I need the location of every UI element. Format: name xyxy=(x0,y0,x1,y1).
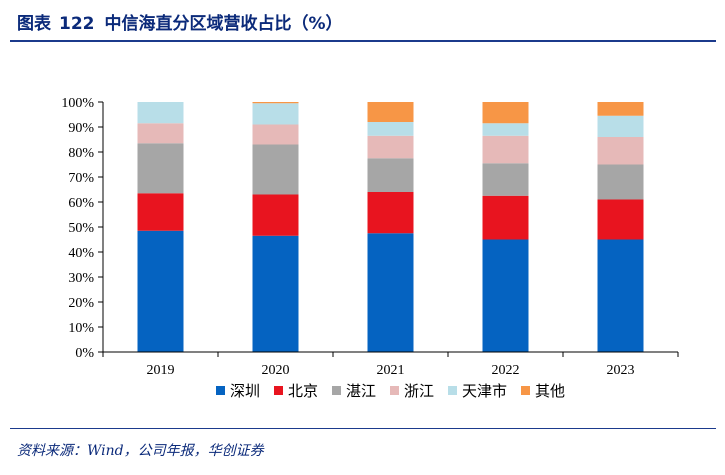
legend-item: 湛江 xyxy=(331,382,376,400)
legend-swatch xyxy=(331,386,341,395)
bar-segment-2020-0 xyxy=(252,235,299,352)
bar-segment-2021-0 xyxy=(367,233,414,352)
y-tick-label: 60% xyxy=(68,196,94,211)
legend-item: 浙江 xyxy=(389,382,434,400)
y-tick-label: 20% xyxy=(68,296,94,311)
bar-segment-2022-5 xyxy=(482,102,529,124)
header-rule xyxy=(10,40,716,42)
legend-item: 天津市 xyxy=(448,382,507,400)
legend-label: 深圳 xyxy=(230,382,260,400)
footer-rule xyxy=(10,428,716,429)
legend-item: 其他 xyxy=(521,382,565,400)
y-tick-label: 70% xyxy=(68,171,94,186)
bar-segment-2022-0 xyxy=(482,239,529,352)
bars-group xyxy=(137,102,644,352)
bar-segment-2019-2 xyxy=(137,143,184,194)
figure-number: 122 xyxy=(59,14,95,34)
y-tick-label: 30% xyxy=(68,271,94,286)
axes-group: 0% 10% 20% 30% 40% 50% 60% 70% 80% 90% 100% 2019 202… xyxy=(61,96,679,378)
bar-segment-2023-4 xyxy=(597,115,644,137)
bar-segment-2021-3 xyxy=(367,135,414,159)
bar-segment-2019-0 xyxy=(137,230,184,352)
y-tick-label: 90% xyxy=(68,121,94,136)
x-tick-label: 2021 xyxy=(377,363,405,378)
legend-swatch xyxy=(215,386,225,395)
bar-segment-2019-3 xyxy=(137,123,184,144)
figure-label: 图表 xyxy=(17,14,51,34)
legend-swatch xyxy=(273,386,283,395)
bar-segment-2019-4 xyxy=(137,102,184,124)
x-tick-label: 2022 xyxy=(492,363,520,378)
bar-segment-2020-2 xyxy=(252,144,299,195)
bar-segment-2023-1 xyxy=(597,199,644,240)
bar-segment-2021-2 xyxy=(367,158,414,192)
bar-segment-2023-0 xyxy=(597,239,644,352)
legend-swatch xyxy=(521,386,531,395)
legend-label: 其他 xyxy=(535,382,565,400)
bar-segment-2021-4 xyxy=(367,122,414,136)
bar-segment-2023-2 xyxy=(597,164,644,200)
bar-segment-2020-1 xyxy=(252,194,299,236)
bar-segment-2022-2 xyxy=(482,163,529,196)
x-tick-label: 2019 xyxy=(147,363,175,378)
y-tick-label: 0% xyxy=(75,346,94,361)
source-note: 资料来源：Wind，公司年报，华创证券 xyxy=(17,443,264,459)
legend-label: 浙江 xyxy=(404,382,434,400)
legend-item: 深圳 xyxy=(215,382,260,400)
bar-segment-2022-3 xyxy=(482,135,529,164)
legend-item: 北京 xyxy=(273,382,318,400)
x-tick-label: 2020 xyxy=(262,363,290,378)
bar-segment-2022-1 xyxy=(482,195,529,240)
bar-segment-2020-3 xyxy=(252,124,299,145)
y-tick-label: 80% xyxy=(68,146,94,161)
bar-segment-2020-4 xyxy=(252,103,299,125)
figure-title: 图表 122 中信海直分区域营收占比（%） xyxy=(17,9,343,34)
legend-label: 湛江 xyxy=(346,382,376,400)
legend-label: 北京 xyxy=(288,382,318,400)
legend-swatch xyxy=(389,386,399,395)
legend: 深圳 北京 湛江 浙江 天津市 其他 xyxy=(215,382,565,400)
y-tick-label: 50% xyxy=(68,221,94,236)
bar-segment-2021-1 xyxy=(367,192,414,234)
y-tick-label: 100% xyxy=(61,96,94,111)
x-tick-label: 2023 xyxy=(607,363,635,378)
legend-swatch xyxy=(448,386,458,395)
bar-segment-2023-3 xyxy=(597,137,644,165)
chart-title: 中信海直分区域营收占比（%） xyxy=(104,14,343,34)
bar-segment-2023-5 xyxy=(597,102,644,116)
bar-segment-2021-5 xyxy=(367,102,414,122)
bar-segment-2020-5 xyxy=(252,102,299,104)
y-tick-label: 10% xyxy=(68,321,94,336)
y-tick-label: 40% xyxy=(68,246,94,261)
bar-segment-2022-4 xyxy=(482,123,529,136)
bar-segment-2019-1 xyxy=(137,193,184,231)
legend-label: 天津市 xyxy=(462,382,507,400)
